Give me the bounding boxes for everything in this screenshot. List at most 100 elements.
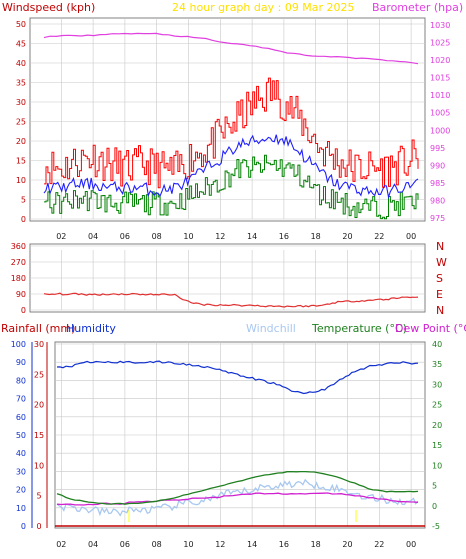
wind-y-tick: 35 [16, 79, 26, 88]
direction-y-tick: 270 [11, 258, 26, 267]
humidity-y-tick: 10 [16, 504, 26, 513]
temperature-y-tick: 15 [432, 441, 442, 450]
temperature-y-tick: 5 [432, 482, 437, 491]
dewpoint-label: Dew Point (°C) [395, 322, 466, 335]
temperature-x-tick: 08 [152, 540, 162, 549]
humidity-y-tick: 0 [21, 522, 26, 531]
windspeed-label: Windspeed (kph) [2, 1, 95, 14]
wind-x-tick: 06 [120, 232, 130, 241]
wind-y-tick: 5 [21, 196, 26, 205]
wind-x-tick: 18 [311, 232, 321, 241]
temperature-y-tick: 25 [432, 401, 442, 410]
windchill-label: Windchill [246, 322, 296, 335]
wind-x-tick: 02 [56, 232, 66, 241]
barometer-y-tick: 1010 [430, 91, 450, 100]
barometer-series [43, 32, 419, 65]
wind-y-tick: 30 [16, 98, 26, 107]
rainfall-y-tick: 5 [36, 492, 41, 501]
temperature-x-tick: 04 [88, 540, 98, 549]
temperature-x-tick: 14 [247, 540, 257, 549]
barometer-y-tick: 1005 [430, 109, 450, 118]
humidity-label: Humidity [66, 322, 116, 335]
rainfall-y-tick: 15 [34, 431, 44, 440]
barometer-y-tick: 1015 [430, 74, 450, 83]
rainfall-y-tick: 0 [36, 522, 41, 531]
temperature-y-tick: 0 [432, 502, 437, 511]
series-layer [43, 32, 425, 527]
wind-y-tick: 25 [16, 118, 26, 127]
humidity-y-tick: 60 [16, 413, 26, 422]
rainfall-label: Rainfall (mm) [1, 322, 75, 335]
rainfall-y-tick: 30 [34, 340, 44, 349]
temperature-series [56, 470, 419, 505]
wind-min-series [44, 154, 419, 220]
barometer-y-tick: 995 [430, 144, 445, 153]
temperature-x-tick: 16 [279, 540, 289, 549]
temperature-label: Temperature (°C) [311, 322, 407, 335]
wind-x-tick: 10 [183, 232, 193, 241]
direction-y-tick: 0 [21, 306, 26, 315]
humidity-y-tick: 20 [16, 486, 26, 495]
direction-compass-tick: E [436, 288, 443, 301]
wind-x-tick: 00 [406, 232, 416, 241]
wind-x-tick: 20 [342, 232, 352, 241]
barometer-y-tick: 1020 [430, 56, 450, 65]
wind-direction-series [43, 292, 419, 308]
temperature-y-tick: 40 [432, 340, 442, 349]
direction-compass-tick: S [436, 272, 443, 285]
temperature-y-tick: 35 [432, 360, 442, 369]
barometer-y-tick: 1025 [430, 39, 450, 48]
temperature-x-tick: 02 [56, 540, 66, 549]
humidity-y-tick: 40 [16, 449, 26, 458]
wind-x-tick: 14 [247, 232, 257, 241]
temperature-y-tick: 10 [432, 461, 442, 470]
grid-layer [30, 18, 425, 527]
wind-y-tick: 40 [16, 59, 26, 68]
direction-compass-tick: W [436, 256, 447, 269]
wind-x-tick: 08 [152, 232, 162, 241]
axis-layer: 0510152025303540455097598098599099510001… [11, 20, 451, 549]
barometer-y-tick: 985 [430, 179, 445, 188]
temperature-y-tick: 20 [432, 421, 442, 430]
temperature-y-tick: 30 [432, 380, 442, 389]
direction-compass-tick: N [436, 240, 444, 253]
direction-y-tick: 360 [11, 242, 26, 251]
humidity-y-tick: 50 [16, 431, 26, 440]
humidity-y-tick: 90 [16, 358, 26, 367]
direction-compass-tick: N [436, 304, 444, 317]
temperature-x-tick: 12 [215, 540, 225, 549]
chart-title: 24 hour graph day : 09 Mar 2025 [172, 1, 355, 14]
humidity-y-tick: 70 [16, 395, 26, 404]
humidity-y-tick: 80 [16, 376, 26, 385]
wind-x-tick: 04 [88, 232, 98, 241]
humidity-y-tick: 100 [11, 340, 26, 349]
windchill-series [56, 478, 419, 517]
wind-y-tick: 15 [16, 157, 26, 166]
windgust-series [44, 77, 419, 189]
barometer-label: Barometer (hpa) [372, 1, 463, 14]
barometer-y-tick: 1030 [430, 21, 450, 30]
barometer-y-tick: 980 [430, 196, 445, 205]
wind-y-tick: 10 [16, 176, 26, 185]
wind-y-tick: 0 [21, 215, 26, 224]
wind-x-tick: 22 [374, 232, 384, 241]
humidity-y-tick: 30 [16, 467, 26, 476]
barometer-y-tick: 975 [430, 214, 445, 223]
rainfall-y-tick: 10 [34, 461, 44, 470]
temperature-x-tick: 22 [374, 540, 384, 549]
temperature-y-tick: -5 [432, 522, 440, 531]
direction-y-tick: 90 [16, 290, 26, 299]
wind-y-tick: 50 [16, 20, 26, 29]
wind-avg-series [43, 134, 419, 200]
barometer-y-tick: 1000 [430, 126, 450, 135]
wind-y-tick: 20 [16, 137, 26, 146]
humidity-series [56, 360, 419, 395]
barometer-y-tick: 990 [430, 161, 445, 170]
rainfall-y-tick: 25 [34, 370, 44, 379]
direction-y-tick: 180 [11, 274, 26, 283]
temperature-x-tick: 06 [120, 540, 130, 549]
temperature-x-tick: 18 [311, 540, 321, 549]
wind-x-tick: 12 [215, 232, 225, 241]
